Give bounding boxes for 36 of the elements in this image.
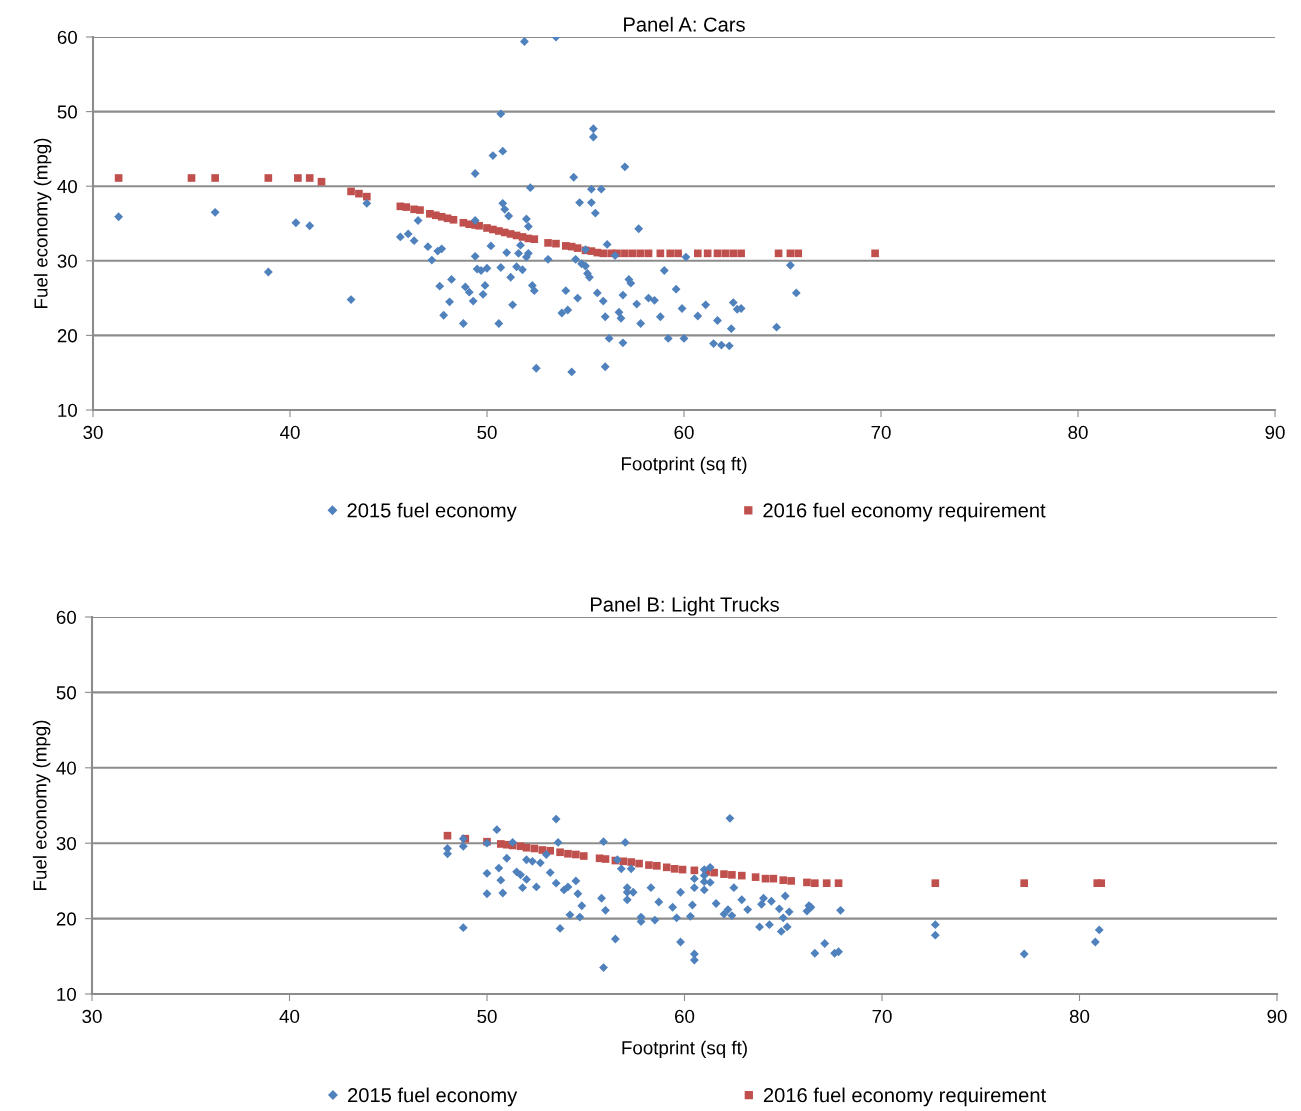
y-axis-title: Fuel economy (mpg)	[33, 138, 52, 308]
y-axis-title: Fuel economy (mpg)	[32, 720, 51, 890]
y-tick-label: 60	[57, 30, 77, 44]
legend-label: 2016 fuel economy requirement	[763, 502, 1046, 522]
x-tick-label: 60	[675, 1009, 695, 1024]
x-tick-label: 70	[872, 1009, 892, 1024]
x-tick-label: 40	[279, 1009, 300, 1024]
y-tick-label: 30	[57, 254, 77, 268]
x-axis-title: Footprint (sq ft)	[622, 1040, 747, 1059]
chart-title: Panel B: Light Trucks	[591, 596, 779, 616]
legend-label: 2016 fuel economy requirement	[763, 1087, 1046, 1107]
x-tick-label: 30	[83, 425, 103, 440]
y-tick-label: 20	[57, 329, 77, 343]
x-tick-label: 90	[1265, 425, 1285, 440]
chart-title: Panel A: Cars	[624, 16, 745, 32]
y-tick-label: 30	[56, 836, 76, 851]
x-tick-label: 50	[477, 425, 497, 440]
x-tick-label: 90	[1267, 1009, 1287, 1024]
x-axis-title: Footprint (sq ft)	[621, 456, 747, 475]
legend-label: 2015 fuel economy	[347, 502, 517, 522]
y-tick-label: 20	[56, 912, 76, 926]
x-tick-label: 80	[1069, 1009, 1090, 1024]
y-tick-label: 10	[58, 403, 77, 417]
y-tick-label: 40	[56, 761, 76, 775]
x-tick-label: 60	[674, 425, 694, 440]
y-tick-label: 60	[56, 610, 76, 624]
x-tick-label: 40	[280, 425, 300, 440]
y-tick-label: 50	[56, 686, 76, 700]
x-tick-label: 80	[1068, 425, 1088, 440]
x-tick-label: 30	[82, 1009, 102, 1024]
y-tick-label: 40	[57, 179, 77, 194]
legend-label: 2015 fuel economy	[348, 1087, 518, 1107]
y-tick-label: 10	[57, 987, 76, 1001]
x-tick-label: 70	[871, 425, 891, 440]
x-tick-label: 50	[477, 1009, 497, 1024]
y-tick-label: 50	[57, 105, 77, 119]
